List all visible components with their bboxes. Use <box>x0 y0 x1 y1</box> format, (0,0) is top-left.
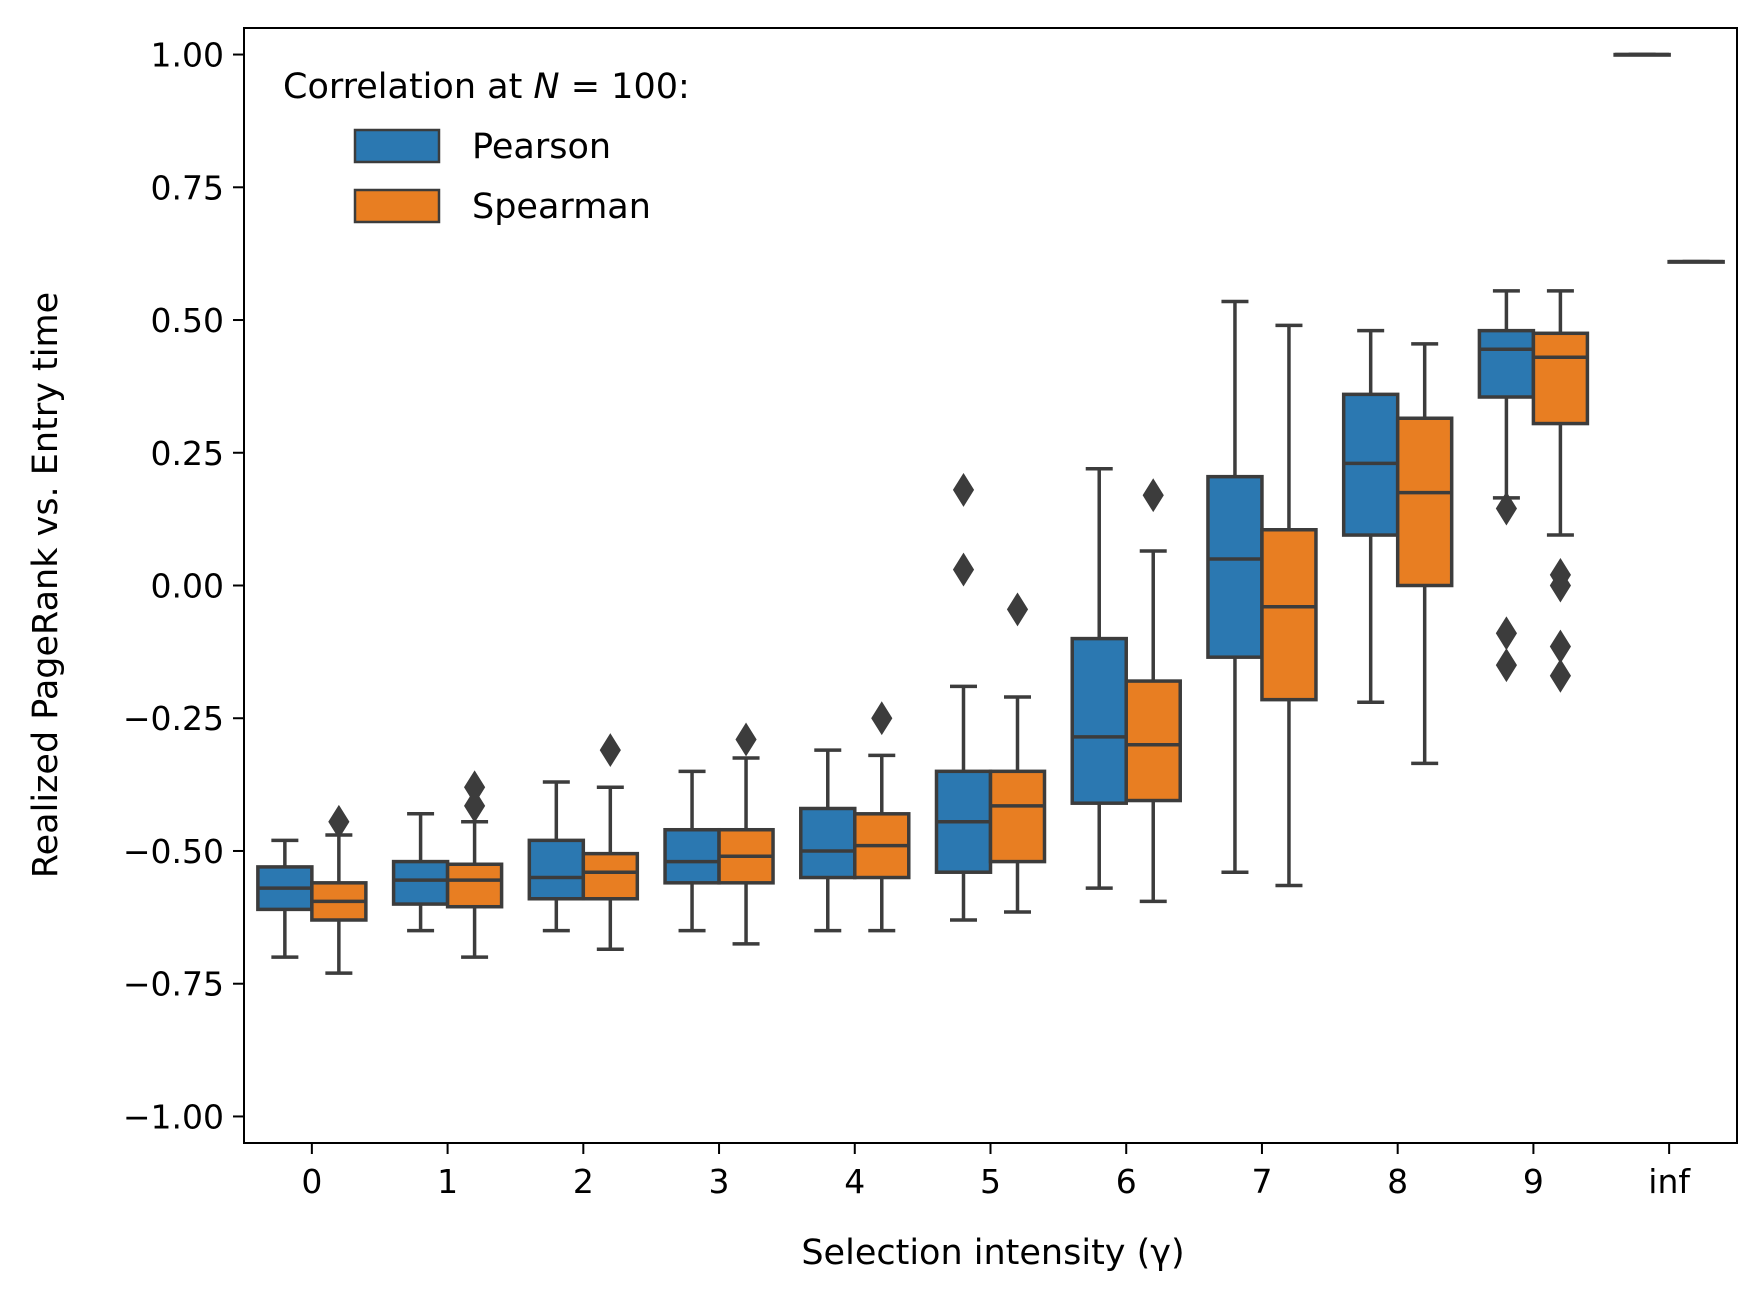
box-pearson-5-outlier-0 <box>952 472 975 507</box>
box-spearman-0-outlier-0 <box>328 804 350 839</box>
axes-frame <box>243 27 1738 1144</box>
box-pearson-9-outlier-1 <box>1495 616 1517 651</box>
legend-swatch-pearson <box>353 128 441 164</box>
box-spearman-2-outlier-0 <box>599 733 621 768</box>
y-tick-label: −0.50 <box>123 832 224 871</box>
plot-area <box>256 52 1725 975</box>
legend-title: Correlation at N = 100: <box>283 67 690 107</box>
legend: Correlation at N = 100: Pearson Spearman <box>283 67 690 227</box>
box-spearman-4-outlier-0 <box>871 701 893 736</box>
box-spearman-9-outlier-1 <box>1549 568 1571 603</box>
legend-label-pearson: Pearson <box>472 127 611 167</box>
box-spearman-8-body <box>1395 416 1454 588</box>
y-axis-label: Realized PageRank vs. Entry time <box>26 292 66 878</box>
x-tick-label: inf <box>1648 1162 1691 1201</box>
legend-swatch-spearman <box>353 188 441 224</box>
x-tick-label: 5 <box>980 1162 1001 1201</box>
x-tick-label: 8 <box>1387 1162 1408 1201</box>
box-spearman-9-body <box>1531 331 1590 426</box>
x-tick-label: 0 <box>301 1162 322 1201</box>
box-pearson-9-body <box>1477 328 1536 399</box>
box-pearson-4-body <box>799 806 857 880</box>
y-tick-label: 1.00 <box>151 36 224 75</box>
box-pearson-9-outlier-2 <box>1495 648 1517 683</box>
y-tick-label: 0.25 <box>151 434 224 473</box>
box-spearman-1-outlier-1 <box>464 788 486 823</box>
box-spearman-9-outlier-3 <box>1549 658 1571 693</box>
box-pearson-1-body <box>391 859 450 906</box>
y-tick-label: 0.00 <box>151 567 224 606</box>
box-spearman-5-outlier-0 <box>1006 592 1029 627</box>
box-pearson-5-outlier-1 <box>952 552 975 587</box>
box-pearson-6-body <box>1070 636 1128 805</box>
box-spearman-6-outlier-0 <box>1142 478 1164 513</box>
legend-label-spearman: Spearman <box>472 187 651 227</box>
box-spearman-7-body <box>1260 528 1318 702</box>
x-axis-label: Selection intensity (γ) <box>801 1233 1184 1273</box>
x-tick-label: 4 <box>844 1162 865 1201</box>
x-tick-label: 1 <box>437 1162 458 1201</box>
y-tick-label: −0.75 <box>123 965 224 1004</box>
axes: −1.00 −0.75 −0.50 −0.25 0.00 0.25 0.50 0.75 1.00… <box>123 27 1738 1201</box>
box-spearman-6-body <box>1124 679 1182 803</box>
x-tick-label: 2 <box>573 1162 594 1201</box>
box-pearson-9-outlier-0 <box>1495 491 1517 526</box>
box-spearman-9-outlier-2 <box>1549 629 1571 664</box>
x-tick-label: 7 <box>1251 1162 1272 1201</box>
box-spearman-5-body <box>988 769 1047 864</box>
y-tick-label: −0.25 <box>123 699 224 738</box>
box-pearson-3-body <box>663 827 721 885</box>
box-pearson-7-body <box>1206 474 1264 659</box>
box-spearman-3-outlier-0 <box>735 722 757 757</box>
x-tick-label: 3 <box>709 1162 730 1201</box>
box-pearson-2-body <box>527 838 586 901</box>
x-tick-label: 6 <box>1116 1162 1137 1201</box>
box-spearman-1-body <box>445 862 504 909</box>
y-tick-label: −1.00 <box>123 1097 224 1136</box>
x-tick-label: 9 <box>1523 1162 1544 1201</box>
y-tick-label: 0.50 <box>151 301 224 340</box>
box-spearman-2-body <box>581 851 640 901</box>
y-tick-label: 0.75 <box>151 168 224 207</box>
